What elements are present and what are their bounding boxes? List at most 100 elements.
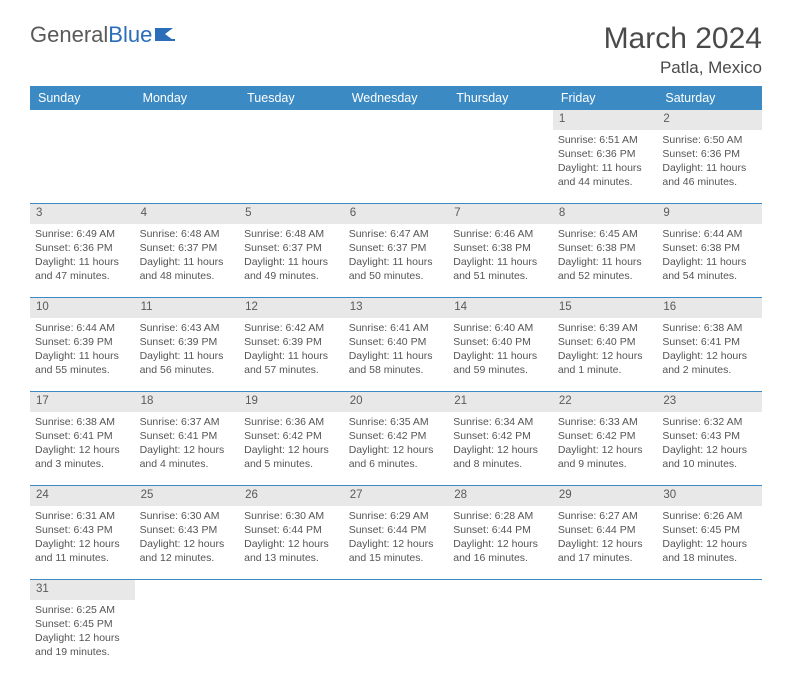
daylight-text: Daylight: 12 hours — [662, 443, 757, 457]
day-number-cell — [448, 110, 553, 130]
day-number-cell: 31 — [30, 580, 135, 600]
day-cell: Sunrise: 6:51 AMSunset: 6:36 PMDaylight:… — [553, 130, 658, 204]
daylight-text: Daylight: 11 hours — [558, 255, 653, 269]
sunset-text: Sunset: 6:43 PM — [140, 523, 235, 537]
sunset-text: Sunset: 6:37 PM — [140, 241, 235, 255]
daylight-text-2: and 57 minutes. — [244, 363, 339, 377]
day-number-cell: 15 — [553, 298, 658, 318]
brand-part1: General — [30, 22, 108, 48]
day-header: Friday — [553, 86, 658, 110]
daylight-text: Daylight: 11 hours — [244, 349, 339, 363]
day-number-cell: 9 — [657, 204, 762, 224]
day-number-cell — [344, 110, 449, 130]
daylight-text: Daylight: 12 hours — [558, 349, 653, 363]
day-header: Tuesday — [239, 86, 344, 110]
day-number-row: 12 — [30, 110, 762, 130]
daylight-text: Daylight: 12 hours — [244, 443, 339, 457]
sunrise-text: Sunrise: 6:38 AM — [35, 415, 130, 429]
day-number-cell: 3 — [30, 204, 135, 224]
sunset-text: Sunset: 6:42 PM — [453, 429, 548, 443]
day-number-cell: 2 — [657, 110, 762, 130]
title-block: March 2024 Patla, Mexico — [604, 22, 762, 78]
calendar-page: GeneralBlue March 2024 Patla, Mexico Sun… — [0, 0, 792, 694]
day-number-cell — [553, 580, 658, 600]
day-number-cell: 21 — [448, 392, 553, 412]
daylight-text: Daylight: 11 hours — [558, 161, 653, 175]
daylight-text: Daylight: 11 hours — [140, 349, 235, 363]
daylight-text-2: and 18 minutes. — [662, 551, 757, 565]
daylight-text-2: and 47 minutes. — [35, 269, 130, 283]
day-number-cell: 11 — [135, 298, 240, 318]
sunrise-text: Sunrise: 6:46 AM — [453, 227, 548, 241]
day-number-cell: 30 — [657, 486, 762, 506]
daylight-text: Daylight: 12 hours — [558, 443, 653, 457]
daylight-text-2: and 16 minutes. — [453, 551, 548, 565]
daylight-text: Daylight: 11 hours — [140, 255, 235, 269]
sunrise-text: Sunrise: 6:51 AM — [558, 133, 653, 147]
daylight-text: Daylight: 11 hours — [349, 349, 444, 363]
daylight-text: Daylight: 11 hours — [349, 255, 444, 269]
sunrise-text: Sunrise: 6:28 AM — [453, 509, 548, 523]
daylight-text-2: and 4 minutes. — [140, 457, 235, 471]
day-number-cell: 1 — [553, 110, 658, 130]
week-row: Sunrise: 6:25 AMSunset: 6:45 PMDaylight:… — [30, 600, 762, 674]
day-number-cell: 26 — [239, 486, 344, 506]
day-number-cell: 5 — [239, 204, 344, 224]
day-cell: Sunrise: 6:38 AMSunset: 6:41 PMDaylight:… — [30, 412, 135, 486]
day-number-cell: 25 — [135, 486, 240, 506]
day-number-cell — [135, 110, 240, 130]
day-header: Thursday — [448, 86, 553, 110]
sunset-text: Sunset: 6:36 PM — [35, 241, 130, 255]
day-number-cell: 12 — [239, 298, 344, 318]
day-cell: Sunrise: 6:37 AMSunset: 6:41 PMDaylight:… — [135, 412, 240, 486]
sunrise-text: Sunrise: 6:48 AM — [140, 227, 235, 241]
daylight-text-2: and 9 minutes. — [558, 457, 653, 471]
day-cell: Sunrise: 6:27 AMSunset: 6:44 PMDaylight:… — [553, 506, 658, 580]
day-cell — [448, 130, 553, 204]
sunrise-text: Sunrise: 6:47 AM — [349, 227, 444, 241]
sunrise-text: Sunrise: 6:44 AM — [662, 227, 757, 241]
day-cell: Sunrise: 6:32 AMSunset: 6:43 PMDaylight:… — [657, 412, 762, 486]
day-cell — [239, 130, 344, 204]
daylight-text: Daylight: 12 hours — [140, 443, 235, 457]
day-cell: Sunrise: 6:31 AMSunset: 6:43 PMDaylight:… — [30, 506, 135, 580]
sunset-text: Sunset: 6:45 PM — [662, 523, 757, 537]
sunset-text: Sunset: 6:36 PM — [558, 147, 653, 161]
sunset-text: Sunset: 6:38 PM — [453, 241, 548, 255]
daylight-text-2: and 19 minutes. — [35, 645, 130, 659]
day-cell: Sunrise: 6:30 AMSunset: 6:44 PMDaylight:… — [239, 506, 344, 580]
daylight-text-2: and 5 minutes. — [244, 457, 339, 471]
sunset-text: Sunset: 6:39 PM — [140, 335, 235, 349]
sunset-text: Sunset: 6:40 PM — [453, 335, 548, 349]
sunset-text: Sunset: 6:38 PM — [662, 241, 757, 255]
day-header: Wednesday — [344, 86, 449, 110]
day-header: Saturday — [657, 86, 762, 110]
sunset-text: Sunset: 6:39 PM — [244, 335, 339, 349]
day-number-cell: 24 — [30, 486, 135, 506]
day-header-row: Sunday Monday Tuesday Wednesday Thursday… — [30, 86, 762, 110]
day-number-cell: 4 — [135, 204, 240, 224]
day-number-cell — [30, 110, 135, 130]
sunset-text: Sunset: 6:44 PM — [453, 523, 548, 537]
daylight-text-2: and 49 minutes. — [244, 269, 339, 283]
sunrise-text: Sunrise: 6:48 AM — [244, 227, 339, 241]
day-cell — [553, 600, 658, 674]
daylight-text-2: and 56 minutes. — [140, 363, 235, 377]
brand-part2: Blue — [108, 22, 152, 48]
sunset-text: Sunset: 6:43 PM — [662, 429, 757, 443]
daylight-text-2: and 55 minutes. — [35, 363, 130, 377]
day-cell — [448, 600, 553, 674]
sunset-text: Sunset: 6:42 PM — [558, 429, 653, 443]
day-cell: Sunrise: 6:46 AMSunset: 6:38 PMDaylight:… — [448, 224, 553, 298]
day-number-row: 24252627282930 — [30, 486, 762, 506]
day-number-cell — [239, 580, 344, 600]
daylight-text: Daylight: 12 hours — [453, 537, 548, 551]
daylight-text: Daylight: 12 hours — [140, 537, 235, 551]
daylight-text-2: and 3 minutes. — [35, 457, 130, 471]
sunrise-text: Sunrise: 6:41 AM — [349, 321, 444, 335]
day-cell — [30, 130, 135, 204]
sunset-text: Sunset: 6:40 PM — [558, 335, 653, 349]
sunset-text: Sunset: 6:42 PM — [244, 429, 339, 443]
day-cell — [135, 600, 240, 674]
day-number-cell — [344, 580, 449, 600]
